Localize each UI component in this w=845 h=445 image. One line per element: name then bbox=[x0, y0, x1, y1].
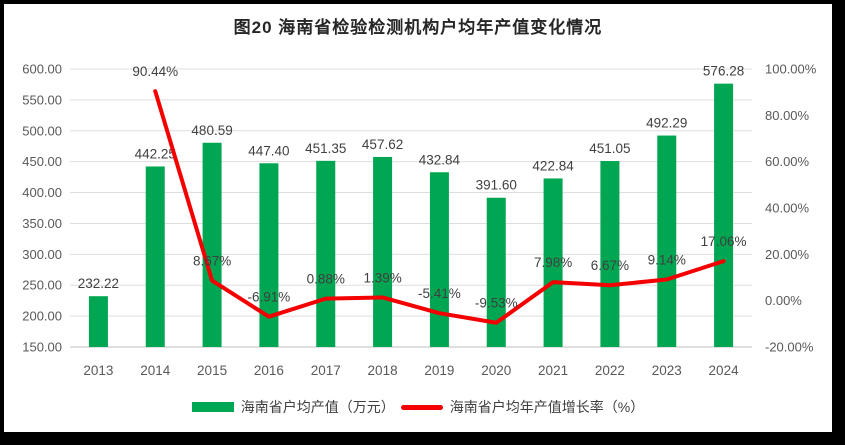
line-value-label: -9.53% bbox=[475, 296, 518, 311]
left-axis-tick-label: 400.00 bbox=[22, 185, 62, 200]
chart-plot-area: 150.00 200.00 250.00 300.00 350.00 400.00 450.… bbox=[22, 62, 817, 379]
left-axis-tick-label: 350.00 bbox=[22, 216, 62, 231]
bar-value-label: 442.25 bbox=[135, 146, 176, 161]
line-series-label: 海南省户均年产值增长率（%） bbox=[449, 399, 645, 415]
right-axis-tick-label: 0.00% bbox=[765, 293, 802, 308]
left-axis-tick-label: 450.00 bbox=[22, 154, 62, 169]
x-axis-label: 2016 bbox=[254, 363, 284, 378]
bar-value-label: 576.28 bbox=[703, 64, 744, 79]
x-axis-label: 2018 bbox=[368, 363, 398, 378]
left-axis-tick-label: 300.00 bbox=[22, 247, 62, 262]
bar bbox=[316, 160, 336, 347]
bar bbox=[543, 178, 563, 347]
line-value-label: 17.06% bbox=[701, 234, 747, 249]
bar-value-label: 457.62 bbox=[362, 137, 403, 152]
bar bbox=[429, 172, 449, 347]
bar-value-label: 492.29 bbox=[646, 116, 687, 131]
line-value-label: 6.67% bbox=[591, 258, 629, 273]
bar bbox=[259, 163, 279, 347]
bar-value-label: 432.84 bbox=[419, 152, 461, 167]
x-axis-label: 2023 bbox=[652, 363, 682, 378]
growth-rate-line bbox=[153, 89, 726, 325]
bar-series-swatch-icon bbox=[191, 402, 234, 412]
x-axis-label: 2014 bbox=[140, 363, 171, 378]
left-axis-tick-label: 550.00 bbox=[22, 92, 62, 107]
x-axis-label: 2020 bbox=[481, 363, 511, 378]
bar bbox=[714, 83, 734, 347]
line-series-swatch-icon bbox=[400, 404, 443, 410]
line-value-label: 9.14% bbox=[648, 252, 686, 267]
line-value-label: 1.39% bbox=[363, 270, 401, 285]
x-axis-label: 2015 bbox=[197, 363, 227, 378]
x-axis-label: 2019 bbox=[424, 363, 454, 378]
line-value-label: 8.67% bbox=[193, 254, 231, 269]
bar bbox=[486, 197, 506, 347]
left-axis-tick-label: 200.00 bbox=[22, 309, 62, 324]
bar-value-label: 232.22 bbox=[78, 276, 119, 291]
bar bbox=[373, 156, 393, 347]
line-value-label: 7.98% bbox=[534, 255, 572, 270]
chart-canvas: 图20 海南省检验检测机构户均年产值变化情况 150.00 200.00 250.0… bbox=[4, 4, 832, 432]
left-axis-tick-label: 250.00 bbox=[22, 278, 62, 293]
bar-value-label: 391.60 bbox=[476, 178, 517, 193]
bar-value-label: 451.35 bbox=[305, 141, 346, 156]
bar bbox=[88, 296, 108, 347]
left-axis-tick-label: 500.00 bbox=[22, 123, 62, 138]
bar-value-label: 422.84 bbox=[532, 158, 574, 173]
right-axis-tick-label: 40.00% bbox=[765, 201, 810, 216]
bar-series-label: 海南省户均产值（万元） bbox=[240, 399, 395, 415]
line-value-label: 90.44% bbox=[132, 64, 178, 79]
legend-item-bar-series: 海南省户均产值（万元） bbox=[191, 397, 395, 417]
bar-value-label: 451.05 bbox=[589, 141, 630, 156]
x-axis-label: 2022 bbox=[595, 363, 625, 378]
left-axis-tick-label: 600.00 bbox=[22, 62, 62, 77]
bar bbox=[657, 135, 677, 347]
right-axis-tick-label: 80.00% bbox=[765, 108, 810, 123]
right-axis-tick-label: 100.00% bbox=[765, 62, 817, 77]
legend-item-line-series: 海南省户均年产值增长率（%） bbox=[400, 397, 645, 417]
line-value-label: 0.88% bbox=[307, 272, 345, 287]
x-axis-label: 2017 bbox=[311, 363, 341, 378]
x-axis-label: 2021 bbox=[538, 363, 568, 378]
left-axis-tick-label: 150.00 bbox=[22, 340, 62, 355]
chart-legend: 海南省户均产值（万元） 海南省户均年产值增长率（%） bbox=[4, 397, 832, 417]
bar-value-label: 480.59 bbox=[191, 123, 232, 138]
bar-value-label: 447.40 bbox=[248, 143, 289, 158]
x-axis-label: 2024 bbox=[709, 363, 740, 378]
line-value-label: -6.91% bbox=[248, 290, 291, 305]
bar bbox=[202, 142, 222, 347]
right-axis-tick-label: 20.00% bbox=[765, 247, 810, 262]
line-value-label: -5.41% bbox=[418, 286, 461, 301]
bar bbox=[145, 166, 165, 347]
bar bbox=[600, 161, 620, 347]
right-axis-tick-label: -20.00% bbox=[765, 340, 814, 355]
x-axis-label: 2013 bbox=[83, 363, 113, 378]
chart-title: 图20 海南省检验检测机构户均年产值变化情况 bbox=[233, 18, 603, 37]
right-axis-tick-label: 60.00% bbox=[765, 154, 810, 169]
